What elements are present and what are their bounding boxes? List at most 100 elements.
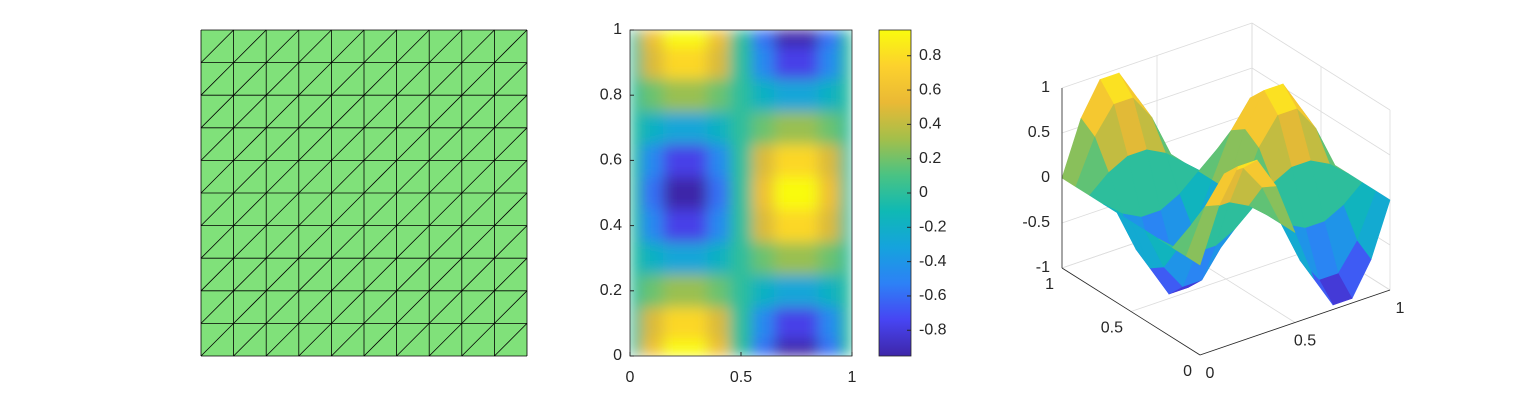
y-tick-label: 0.8: [600, 86, 622, 103]
mesh-diagonal: [331, 29, 365, 63]
heat-cell: [840, 306, 852, 340]
y-tick-label: 0: [613, 347, 622, 364]
mesh-diagonal: [461, 225, 495, 259]
heat-cell: [707, 111, 731, 145]
mesh-diagonal: [363, 323, 397, 357]
heat-cell: [818, 241, 842, 275]
heat-cell: [685, 209, 708, 243]
y-tick-label: 1: [1045, 276, 1054, 293]
heat-cell: [707, 209, 731, 243]
heat-cell: [751, 274, 775, 308]
heat-cell: [796, 306, 819, 340]
colorbar-tick-label: -0.2: [919, 219, 947, 236]
mesh-diagonal: [331, 290, 365, 324]
mesh-diagonal: [265, 225, 300, 259]
y-tick-label: 0.5: [1101, 320, 1123, 337]
heat-cell: [751, 176, 775, 210]
heat-cell: [751, 339, 775, 356]
mesh-diagonal: [363, 94, 397, 129]
heat-cell: [774, 274, 797, 308]
heat-cell: [685, 339, 708, 356]
heat-cell: [640, 274, 664, 308]
heat-cell: [751, 111, 775, 145]
grid-line: [1251, 67, 1391, 156]
mesh-diagonal: [494, 127, 528, 161]
mesh-diagonal: [265, 94, 300, 129]
z-tick-label: -0.5: [1022, 214, 1050, 231]
mesh-diagonal: [265, 62, 300, 96]
heat-cell: [818, 176, 842, 210]
mesh-diagonal: [233, 94, 267, 129]
mesh-diagonal: [265, 192, 300, 226]
heat-cell: [663, 306, 686, 340]
mesh-diagonal: [428, 29, 463, 63]
x-tick-label: 1: [1396, 300, 1405, 317]
heat-cell: [818, 78, 842, 112]
heat-cell: [818, 209, 842, 243]
z-tick-label: 0.5: [1028, 124, 1050, 141]
mesh-diagonal: [461, 94, 495, 129]
mesh-diagonal: [396, 94, 430, 129]
heatmap-area: [630, 30, 852, 356]
colorbar-tick-label: 0.2: [919, 150, 941, 167]
mesh-diagonal: [428, 160, 463, 194]
heat-cell: [751, 46, 775, 80]
heat-cell: [818, 339, 842, 356]
heat-cell: [630, 46, 642, 80]
mesh-diagonal: [363, 62, 397, 96]
mesh-diagonal: [331, 127, 365, 161]
mesh-diagonal: [298, 323, 332, 357]
mesh-diagonal: [461, 29, 495, 63]
mesh-diagonal: [233, 323, 267, 357]
heat-cell: [818, 30, 842, 47]
heat-cell: [840, 274, 852, 308]
colorbar-tick-label: 0.6: [919, 81, 941, 98]
heat-cell: [796, 209, 819, 243]
colorbar-tick-label: -0.4: [919, 253, 947, 270]
heat-cell: [796, 143, 819, 177]
mesh-diagonal: [200, 257, 234, 292]
mesh-diagonal: [298, 192, 332, 226]
heat-cell: [840, 176, 852, 210]
mesh-diagonal: [331, 192, 365, 226]
mesh-diagonal: [494, 323, 528, 357]
mesh-diagonal: [298, 62, 332, 96]
y-tick-label: 0.4: [600, 217, 622, 234]
mesh-diagonal: [363, 29, 397, 63]
mesh-diagonal: [396, 192, 430, 226]
heat-cell: [685, 143, 708, 177]
mesh-diagonal: [396, 29, 430, 63]
heat-cell: [774, 176, 797, 210]
heat-cell: [707, 30, 731, 47]
heat-cell: [640, 209, 664, 243]
heat-cell: [685, 241, 708, 275]
heat-cell: [729, 339, 753, 356]
y-tick-label: 0.6: [600, 152, 622, 169]
mesh-diagonal: [396, 323, 430, 357]
mesh-diagonal: [200, 160, 234, 194]
mesh-diagonal: [428, 290, 463, 324]
colorbar-tick-label: -0.6: [919, 287, 947, 304]
heat-cell: [707, 78, 731, 112]
mesh-diagonal: [265, 127, 300, 161]
z-tick-label: 1: [1041, 79, 1050, 96]
mesh-diagonal: [233, 62, 267, 96]
heat-cell: [840, 111, 852, 145]
mesh-diagonal: [265, 323, 300, 357]
mesh-diagonal: [233, 160, 267, 194]
mesh-diagonal: [265, 290, 300, 324]
mesh-diagonal: [233, 29, 267, 63]
mesh-diagonal: [331, 160, 365, 194]
mesh-diagonal: [331, 62, 365, 96]
y-tick-label: 0.2: [600, 282, 622, 299]
heat-cell: [640, 241, 664, 275]
x-tick-label: 0: [626, 369, 635, 386]
mesh-diagonal: [461, 127, 495, 161]
heat-cell: [751, 241, 775, 275]
heat-cell: [751, 143, 775, 177]
heat-cell: [796, 30, 819, 47]
heat-cell: [630, 78, 642, 112]
heat-cell: [774, 339, 797, 356]
mesh-diagonal: [298, 127, 332, 161]
heat-cell: [663, 339, 686, 356]
